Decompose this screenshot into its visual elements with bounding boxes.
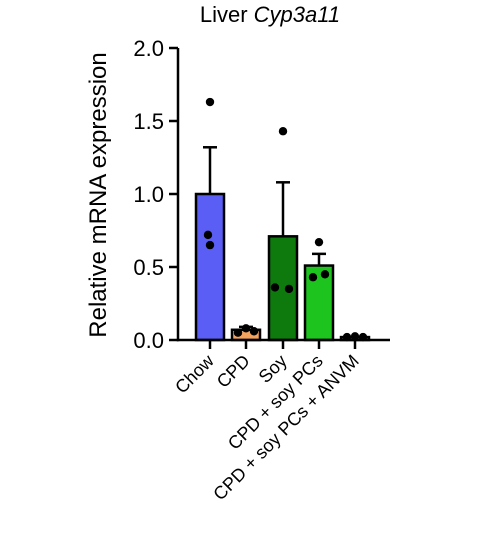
y-tick-label-1: 0.5 bbox=[133, 255, 164, 280]
data-point-0-1 bbox=[203, 230, 213, 240]
y-tick-label-3: 1.5 bbox=[133, 109, 164, 134]
data-point-3-2 bbox=[320, 270, 330, 279]
y-tick-label-2: 1.0 bbox=[133, 182, 164, 207]
data-point-0-0 bbox=[205, 97, 215, 107]
data-point-2-1 bbox=[270, 283, 280, 292]
chart-title-plain: Liver bbox=[200, 2, 254, 27]
chart-title: Liver Cyp3a11 bbox=[200, 2, 340, 27]
y-tick-label-0: 0.0 bbox=[133, 328, 164, 353]
data-point-0-2 bbox=[205, 240, 215, 250]
x-tick-label-0: Chow bbox=[171, 350, 218, 397]
data-point-2-2 bbox=[284, 284, 294, 294]
data-point-2-0 bbox=[278, 127, 288, 136]
data-point-3-1 bbox=[308, 273, 318, 282]
data-point-1-0 bbox=[233, 328, 243, 337]
x-tick-label-1: CPD bbox=[213, 351, 254, 392]
y-tick-label-4: 2.0 bbox=[133, 36, 164, 61]
chart-title-italic: Cyp3a11 bbox=[254, 2, 340, 27]
data-point-1-1 bbox=[241, 324, 251, 333]
y-axis-label: Relative mRNA expression bbox=[85, 52, 112, 337]
data-point-4-1 bbox=[350, 332, 360, 341]
bar-0 bbox=[194, 192, 226, 342]
data-point-3-0 bbox=[314, 237, 324, 247]
data-point-1-2 bbox=[249, 327, 259, 336]
